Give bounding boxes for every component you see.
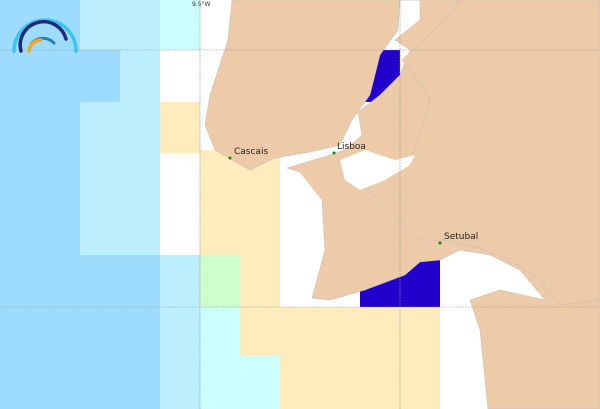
place-marker-icon	[438, 241, 442, 245]
place-setubal[interactable]: Setubal	[438, 232, 479, 245]
rainbow-arc-logo-icon	[12, 18, 78, 53]
place-lisboa[interactable]: Lisboa	[332, 142, 366, 155]
longitude-label: 9.5°W	[192, 1, 211, 8]
place-label: Cascais	[234, 147, 268, 157]
river-estuary	[340, 150, 415, 190]
place-marker-icon	[228, 156, 232, 160]
place-label: Lisboa	[337, 142, 366, 152]
place-label: Setubal	[444, 232, 478, 242]
place-marker-icon	[332, 151, 336, 155]
place-cascais[interactable]: Cascais	[228, 147, 269, 160]
